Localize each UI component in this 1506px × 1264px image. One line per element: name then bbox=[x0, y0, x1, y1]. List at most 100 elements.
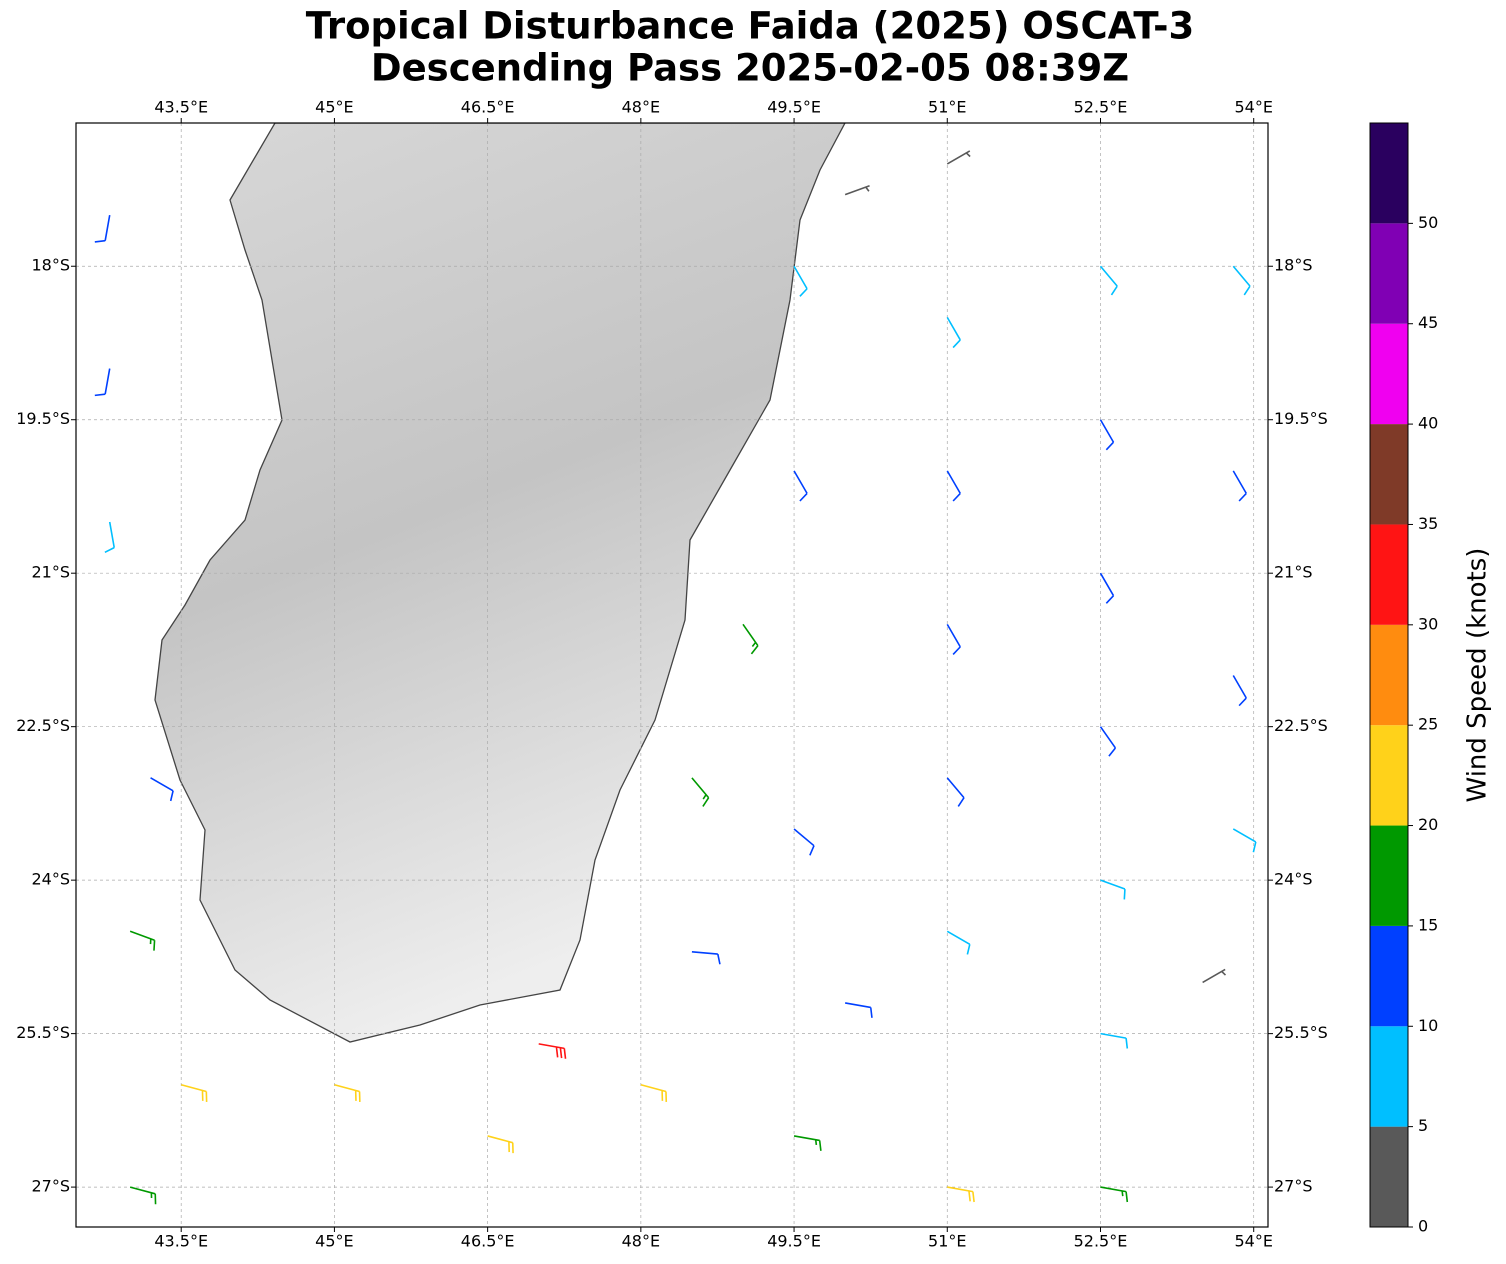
wind-barb bbox=[1232, 828, 1257, 853]
colorbar-segment bbox=[1370, 624, 1408, 726]
colorbar-segment bbox=[1370, 825, 1408, 926]
madagascar-land bbox=[154, 123, 846, 1043]
colorbar-label: Wind Speed (knots) bbox=[1463, 548, 1493, 803]
wind-barb bbox=[1100, 1186, 1129, 1203]
colorbar-segment bbox=[1370, 223, 1408, 324]
y-tick-label: 22.5°S bbox=[16, 716, 70, 735]
wind-barb bbox=[129, 1186, 157, 1205]
wind-barb bbox=[334, 1084, 361, 1102]
wind-barb bbox=[946, 150, 971, 165]
colorbar-segment bbox=[1370, 725, 1408, 826]
colorbar-tick-label: 35 bbox=[1418, 514, 1438, 533]
x-tick-label: 49.5°E bbox=[767, 98, 821, 117]
y-tick-label: 25.5°S bbox=[1274, 1023, 1328, 1042]
wind-barb bbox=[946, 623, 961, 656]
grid bbox=[76, 123, 1268, 1227]
colorbar-tick-label: 25 bbox=[1418, 715, 1438, 734]
x-tick-label: 48°E bbox=[622, 1232, 660, 1251]
wind-barb bbox=[1100, 879, 1126, 900]
x-tick-label: 46.5°E bbox=[461, 98, 515, 117]
colorbar-frame bbox=[1369, 122, 1409, 1228]
wind-barb bbox=[94, 368, 111, 397]
wind-barb bbox=[844, 1002, 873, 1018]
y-tick-label: 18°S bbox=[1274, 256, 1313, 275]
y-tick-label: 27°S bbox=[1274, 1177, 1313, 1196]
y-tick-label: 22.5°S bbox=[1274, 716, 1328, 735]
colorbar-tick-label: 40 bbox=[1418, 414, 1438, 433]
wind-barb bbox=[1099, 265, 1118, 296]
wind-barb bbox=[94, 214, 111, 243]
colorbar-segment bbox=[1370, 424, 1408, 525]
wind-barb bbox=[150, 777, 174, 802]
colorbar-tick-label: 50 bbox=[1418, 213, 1438, 232]
wind-barb bbox=[640, 1084, 668, 1102]
colorbar-segment bbox=[1370, 524, 1408, 625]
wind-barb bbox=[1100, 1032, 1129, 1049]
y-tick-label: 27°S bbox=[31, 1177, 70, 1196]
title-line-2: Descending Pass 2025-02-05 08:39Z bbox=[371, 47, 1129, 90]
axis-ticks: 43.5°E 43.5°E 45°E 45°E 46.5°E 46.5°E 48°E 48°E… bbox=[16, 98, 1328, 1251]
x-tick-label: 43.5°E bbox=[154, 1232, 208, 1251]
y-tick-label: 24°S bbox=[1274, 870, 1313, 889]
x-tick-label: 45°E bbox=[315, 1232, 353, 1251]
colorbar-segment bbox=[1370, 1126, 1408, 1227]
y-tick-label: 25.5°S bbox=[16, 1023, 70, 1042]
x-tick-label: 48°E bbox=[622, 98, 660, 117]
wind-barb bbox=[1202, 968, 1227, 984]
colorbar-tick-label: 45 bbox=[1418, 313, 1438, 332]
x-tick-label: 52.5°E bbox=[1074, 1232, 1128, 1251]
wind-barb bbox=[946, 317, 961, 349]
wind-barb bbox=[1099, 419, 1115, 451]
y-tick-label: 19.5°S bbox=[16, 409, 70, 428]
wind-barb bbox=[538, 1043, 567, 1059]
x-tick-label: 45°E bbox=[315, 98, 353, 117]
y-tick-label: 24°S bbox=[31, 870, 70, 889]
colorbar: 0 5 10 15 20 25 30 35 40 45 50 bbox=[1369, 122, 1438, 1236]
x-tick-label: 52.5°E bbox=[1074, 98, 1128, 117]
wind-barb bbox=[793, 828, 815, 856]
colorbar-tick-label: 15 bbox=[1418, 915, 1438, 934]
y-tick-label: 19.5°S bbox=[1274, 409, 1328, 428]
wind-barb bbox=[742, 623, 759, 655]
wind-barb bbox=[691, 950, 721, 965]
colorbar-segment bbox=[1370, 123, 1408, 224]
wind-barb bbox=[947, 1186, 975, 1203]
wind-barb bbox=[1099, 726, 1117, 757]
x-tick-label: 54°E bbox=[1234, 1232, 1272, 1251]
colorbar-tick-label: 10 bbox=[1418, 1016, 1438, 1035]
wind-barb bbox=[793, 1135, 822, 1151]
wind-barbs bbox=[94, 150, 1257, 1205]
map-frame bbox=[75, 122, 1269, 1228]
colorbar-tick-label: 30 bbox=[1418, 614, 1438, 633]
x-tick-label: 46.5°E bbox=[461, 1232, 515, 1251]
x-tick-label: 51°E bbox=[928, 98, 966, 117]
colorbar-tick-label: 0 bbox=[1418, 1217, 1428, 1236]
x-tick-label: 51°E bbox=[928, 1232, 966, 1251]
wind-barb bbox=[793, 470, 808, 502]
map-area bbox=[76, 123, 1268, 1227]
wind-barb bbox=[180, 1084, 208, 1102]
wind-barb bbox=[691, 777, 710, 807]
title-line-1: Tropical Disturbance Faida (2025) OSCAT-… bbox=[306, 5, 1195, 48]
wind-barb bbox=[946, 930, 971, 955]
wind-barb bbox=[1232, 265, 1251, 296]
colorbar-tick-label: 5 bbox=[1418, 1116, 1428, 1135]
colorbar-tick-label: 20 bbox=[1418, 815, 1438, 834]
wind-barb bbox=[487, 1135, 514, 1154]
y-tick-label: 18°S bbox=[31, 256, 70, 275]
colorbar-segment bbox=[1370, 323, 1408, 425]
wind-barb bbox=[1232, 470, 1247, 502]
wind-barb bbox=[793, 265, 808, 297]
wind-barb bbox=[1099, 572, 1115, 604]
wind-barb bbox=[129, 930, 156, 951]
colorbar-segment bbox=[1370, 1026, 1408, 1127]
x-tick-label: 54°E bbox=[1234, 98, 1272, 117]
x-tick-label: 49.5°E bbox=[767, 1232, 821, 1251]
y-tick-label: 21°S bbox=[31, 563, 70, 582]
wind-barb bbox=[104, 521, 116, 554]
y-tick-label: 21°S bbox=[1274, 563, 1313, 582]
colorbar-segment bbox=[1370, 925, 1408, 1027]
x-tick-label: 43.5°E bbox=[154, 98, 208, 117]
wind-barb bbox=[844, 184, 870, 196]
